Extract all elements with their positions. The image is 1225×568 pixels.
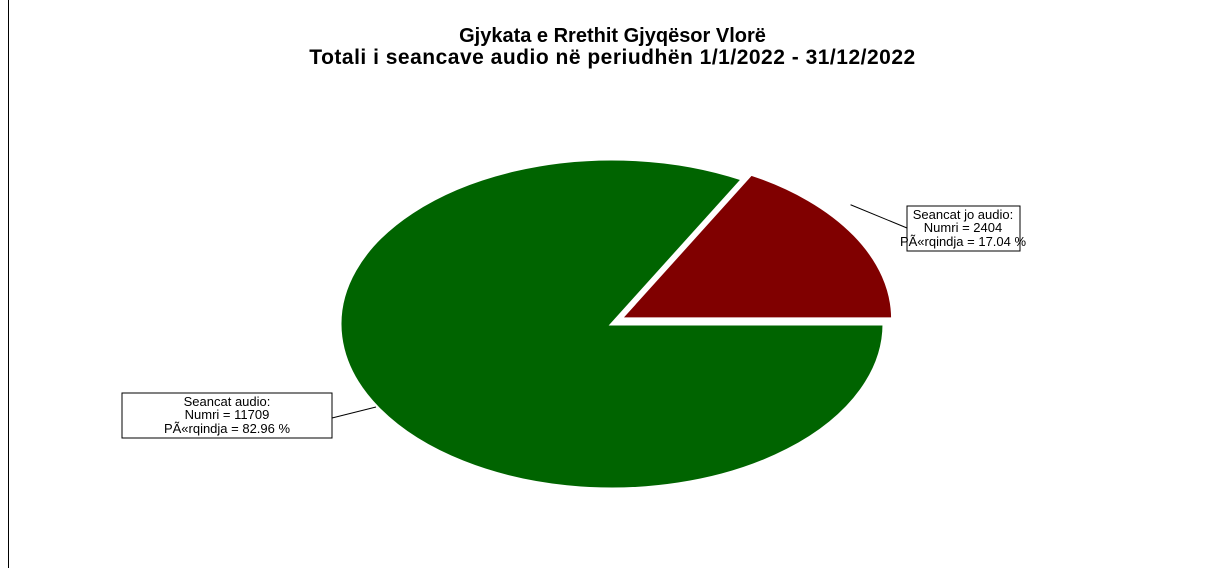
- data-label-audio: Seancat audio: Numri = 11709 PÃ«rqindja …: [121, 392, 333, 439]
- pie-slice-non-audio: [617, 172, 895, 321]
- left-border-line: [8, 0, 9, 568]
- leader-line-audio: [331, 406, 377, 419]
- label-line-audio-3: PÃ«rqindja = 82.96 %: [164, 421, 291, 436]
- chart-title: Gjykata e Rrethit Gjyqësor Vlorë: [459, 25, 766, 47]
- pie-slice-audio: [338, 157, 886, 491]
- label-line-non-audio-3: PÃ«rqindja = 17.04 %: [900, 234, 1027, 249]
- data-label-non-audio: Seancat jo audio: Numri = 2404 PÃ«rqindj…: [900, 205, 1027, 252]
- label-box-non-audio: [906, 205, 1021, 252]
- label-line-audio-2: Numri = 11709: [185, 407, 270, 422]
- label-line-audio-1: Seancat audio:: [184, 394, 271, 409]
- label-line-non-audio-2: Numri = 2404: [924, 220, 1002, 235]
- label-line-non-audio-1: Seancat jo audio:: [913, 207, 1013, 222]
- chart-subtitle: Totali i seancave audio në periudhën 1/1…: [309, 46, 916, 69]
- leader-line-non-audio: [850, 204, 908, 229]
- label-box-audio: [121, 392, 333, 439]
